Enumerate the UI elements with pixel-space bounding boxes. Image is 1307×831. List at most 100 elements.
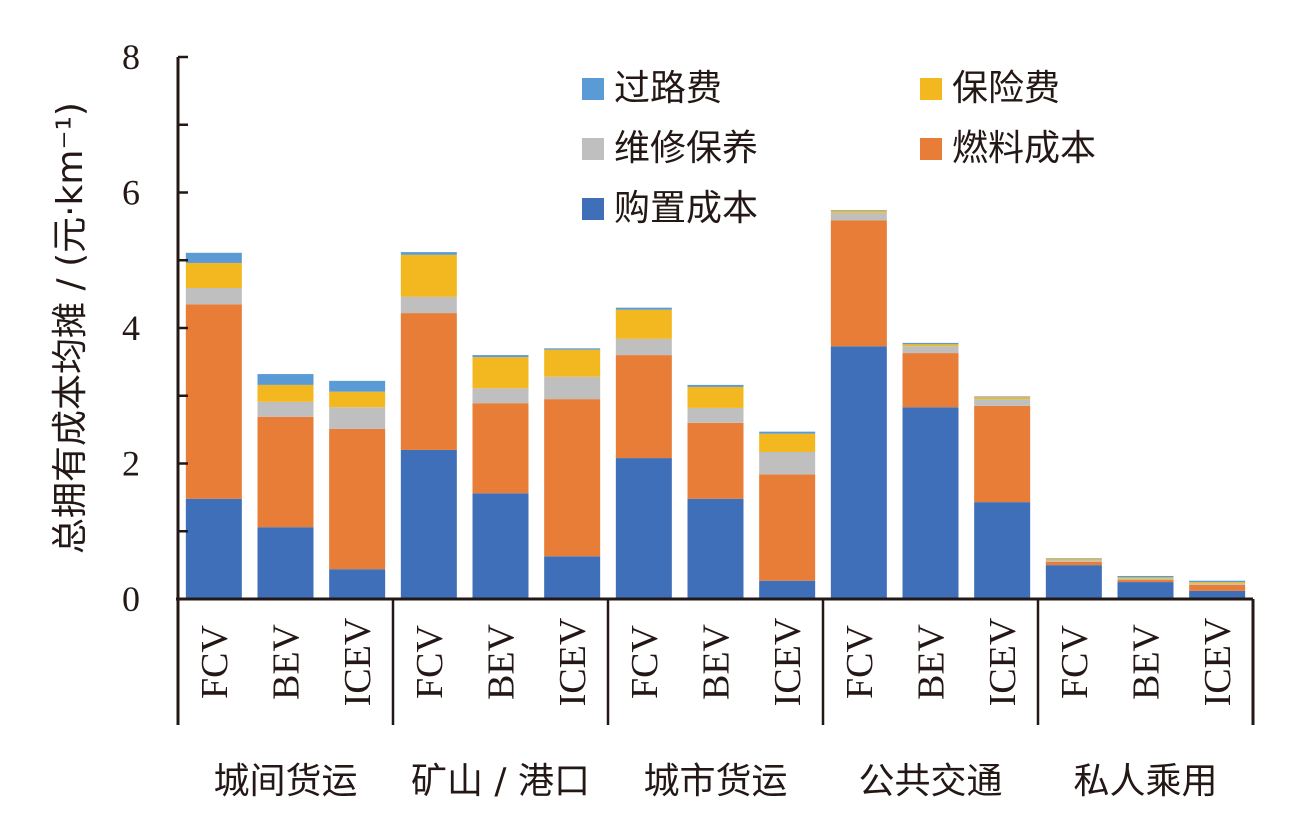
legend-swatch <box>920 138 942 160</box>
bar-segment-维修保养 <box>257 401 314 417</box>
bar-segment-购置成本 <box>1045 565 1102 599</box>
bar-segment-维修保养 <box>185 288 242 305</box>
bar-segment-过路费 <box>1117 575 1174 578</box>
group-label: 公共交通 <box>858 761 1002 802</box>
bar-segment-燃料成本 <box>974 405 1031 503</box>
bar-segment-过路费 <box>400 252 457 255</box>
bar-segment-燃料成本 <box>759 474 816 581</box>
bar-segment-维修保养 <box>830 212 887 221</box>
bar-segment-过路费 <box>544 348 601 350</box>
legend-label: 购置成本 <box>614 188 758 229</box>
bar-segment-燃料成本 <box>1189 584 1246 591</box>
bar-segment-购置成本 <box>830 346 887 599</box>
bar-segment-购置成本 <box>1117 582 1174 599</box>
bar-segment-维修保养 <box>974 399 1031 406</box>
x-tick-label: ICEV <box>982 617 1024 706</box>
legend-swatch <box>582 198 604 220</box>
bar-segment-购置成本 <box>329 569 386 599</box>
bar-segment-燃料成本 <box>185 304 242 499</box>
bar-segment-燃料成本 <box>329 428 386 570</box>
x-tick-label: ICEV <box>552 617 594 706</box>
bar-segment-燃料成本 <box>902 353 959 408</box>
x-tick-label: ICEV <box>337 617 379 706</box>
bar-segment-保险费 <box>1117 577 1174 579</box>
x-tick-label: BEV <box>911 623 953 700</box>
y-tick-label: 4 <box>122 308 140 348</box>
bar-segment-保险费 <box>185 262 242 289</box>
x-tick-label: FCV <box>624 624 666 698</box>
bar-segment-维修保养 <box>759 451 816 475</box>
bar-segment-过路费 <box>830 210 887 211</box>
x-tick-label: FCV <box>194 624 236 698</box>
bar-segment-购置成本 <box>400 449 457 599</box>
bar-segment-保险费 <box>974 397 1031 400</box>
group-label: 城市货运 <box>643 761 787 802</box>
bars-layer <box>185 210 1246 599</box>
legend-label: 保险费 <box>952 68 1060 109</box>
bar-segment-维修保养 <box>1045 560 1102 562</box>
bar-segment-燃料成本 <box>472 403 529 494</box>
y-tick-label: 8 <box>122 37 140 77</box>
legend-swatch <box>920 78 942 100</box>
group-label: 矿山 / 港口 <box>411 761 590 802</box>
bar-segment-燃料成本 <box>615 355 672 459</box>
bar-segment-维修保养 <box>902 346 959 354</box>
bar-segment-维修保养 <box>329 407 386 429</box>
bar-segment-燃料成本 <box>1045 561 1102 566</box>
bar-segment-过路费 <box>615 307 672 310</box>
bar-segment-保险费 <box>615 309 672 339</box>
bar-segment-过路费 <box>472 355 529 358</box>
bar-segment-燃料成本 <box>1117 580 1174 583</box>
bar-segment-保险费 <box>329 391 386 408</box>
bar-segment-保险费 <box>759 433 816 452</box>
x-tick-label: BEV <box>696 623 738 700</box>
bar-segment-购置成本 <box>759 580 816 599</box>
x-tick-label: ICEV <box>1197 617 1239 706</box>
bar-segment-过路费 <box>257 374 314 385</box>
bar-segment-维修保养 <box>544 376 601 400</box>
bar-segment-购置成本 <box>185 498 242 599</box>
y-tick-label: 0 <box>122 579 140 619</box>
x-tick-label: FCV <box>409 624 451 698</box>
bar-segment-购置成本 <box>902 407 959 599</box>
x-tick-label: BEV <box>481 623 523 700</box>
legend-swatch <box>582 78 604 100</box>
bar-segment-燃料成本 <box>544 399 601 557</box>
bar-segment-保险费 <box>1045 559 1102 561</box>
bar-segment-购置成本 <box>687 498 744 599</box>
x-tick-label: BEV <box>266 623 308 700</box>
legend-label: 过路费 <box>614 68 722 109</box>
bar-segment-购置成本 <box>472 493 529 599</box>
bar-segment-燃料成本 <box>400 313 457 450</box>
bar-segment-购置成本 <box>615 458 672 599</box>
bar-segment-维修保养 <box>1189 583 1246 585</box>
bar-segment-保险费 <box>472 357 529 389</box>
bar-segment-保险费 <box>544 349 601 377</box>
bar-segment-保险费 <box>830 210 887 213</box>
bar-segment-过路费 <box>1045 558 1102 560</box>
bar-segment-购置成本 <box>544 556 601 599</box>
y-tick-label: 6 <box>122 173 140 213</box>
bar-segment-过路费 <box>1189 580 1246 583</box>
bar-segment-保险费 <box>1189 582 1246 584</box>
bar-segment-维修保养 <box>615 338 672 356</box>
legend-label: 燃料成本 <box>952 128 1096 169</box>
bar-segment-保险费 <box>687 386 744 408</box>
bar-segment-保险费 <box>257 384 314 402</box>
x-tick-label: FCV <box>1054 624 1096 698</box>
bar-segment-维修保养 <box>1117 578 1174 581</box>
legend-swatch <box>582 138 604 160</box>
y-tick-label: 2 <box>122 444 140 484</box>
bar-segment-维修保养 <box>687 407 744 423</box>
group-label: 私人乘用 <box>1073 761 1217 802</box>
bar-segment-过路费 <box>902 342 959 345</box>
y-axis-label: 总拥有成本均摊 / (元·km⁻¹) <box>50 102 91 554</box>
bar-segment-过路费 <box>329 380 386 392</box>
bar-segment-燃料成本 <box>257 416 314 528</box>
bar-segment-过路费 <box>974 396 1031 398</box>
bar-segment-购置成本 <box>974 502 1031 599</box>
bar-segment-购置成本 <box>1189 590 1246 599</box>
bar-segment-维修保养 <box>472 388 529 404</box>
